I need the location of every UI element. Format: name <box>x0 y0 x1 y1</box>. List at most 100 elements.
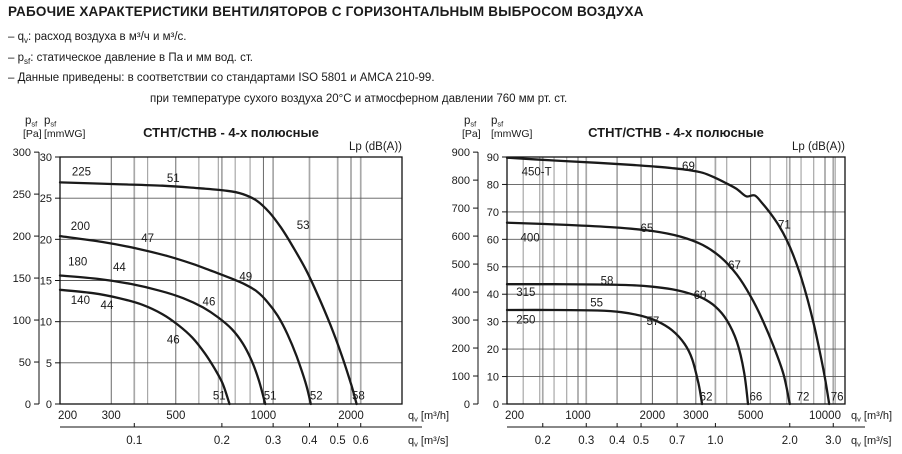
charts-area: 0 50 100 150 200 250 300 0 5 10 15 20 25 30 psf [Pa] psf… <box>0 110 902 454</box>
fan-curve-140 <box>58 288 231 406</box>
svg-text:90: 90 <box>487 152 499 164</box>
db-level-label: 57 <box>646 316 659 328</box>
svg-text:100: 100 <box>452 371 470 383</box>
svg-text:psf: psf <box>25 115 38 129</box>
db-level-label: 46 <box>203 297 216 309</box>
db-level-label: 46 <box>167 334 180 346</box>
db-level-label: 65 <box>640 223 653 235</box>
svg-text:600: 600 <box>452 231 470 243</box>
svg-text:800: 800 <box>452 175 470 187</box>
svg-text:[Pa]: [Pa] <box>462 128 481 140</box>
fan-curve-chart-right: 0 100 200 300 400 500 600 700 800 900 0 10 20 30 40 50 6… <box>451 110 902 454</box>
fan-curve-450-T <box>505 156 831 406</box>
svg-text:80: 80 <box>487 179 499 191</box>
svg-text:10: 10 <box>487 372 499 384</box>
svg-text:60: 60 <box>487 234 499 246</box>
curve-label-140: 140 <box>71 295 90 307</box>
svg-text:3.0: 3.0 <box>825 435 841 447</box>
svg-text:70: 70 <box>487 207 499 219</box>
svg-text:0.2: 0.2 <box>214 435 230 447</box>
svg-text:250: 250 <box>13 189 31 201</box>
svg-text:psf: psf <box>491 115 504 129</box>
fan-curve-250 <box>505 308 704 406</box>
svg-text:500: 500 <box>166 410 185 422</box>
db-level-label: 51 <box>264 391 277 403</box>
svg-text:0.6: 0.6 <box>353 435 369 447</box>
svg-text:0: 0 <box>493 399 499 411</box>
db-level-label: 72 <box>797 392 810 404</box>
svg-text:qv [m³/h]: qv [m³/h] <box>408 410 449 424</box>
curve-label-450-T: 450-T <box>522 167 552 179</box>
db-level-label: 44 <box>101 300 114 312</box>
svg-text:2000: 2000 <box>640 410 666 422</box>
svg-text:0: 0 <box>46 399 52 411</box>
legend-line-conditions: при температуре сухого воздуха 20°С и ат… <box>150 92 568 105</box>
db-level-label: 66 <box>749 392 762 404</box>
svg-text:150: 150 <box>13 273 31 285</box>
fan-curve-225 <box>58 181 358 406</box>
svg-text:10: 10 <box>40 317 52 329</box>
db-level-label: 69 <box>682 161 695 173</box>
db-level-label: 53 <box>297 220 310 232</box>
svg-text:300: 300 <box>452 315 470 327</box>
svg-text:500: 500 <box>452 259 470 271</box>
svg-text:0: 0 <box>464 399 470 411</box>
svg-text:0.4: 0.4 <box>301 435 318 447</box>
fan-curve-200 <box>58 234 312 406</box>
svg-text:20: 20 <box>40 234 52 246</box>
svg-text:100: 100 <box>13 315 31 327</box>
svg-text:0.1: 0.1 <box>126 435 142 447</box>
svg-text:15: 15 <box>40 276 52 288</box>
svg-text:2.0: 2.0 <box>782 435 798 447</box>
svg-text:200: 200 <box>58 410 77 422</box>
fan-curve-svg-left: 0 50 100 150 200 250 300 0 5 10 15 20 25 30 psf[Pa]psf… <box>13 115 449 449</box>
svg-text:200: 200 <box>13 231 31 243</box>
svg-text:psf: psf <box>44 115 57 129</box>
curve-label-200: 200 <box>71 221 90 233</box>
curve-label-315: 315 <box>516 287 535 299</box>
svg-text:qv [m³/s]: qv [m³/s] <box>851 435 891 449</box>
svg-text:5000: 5000 <box>738 410 764 422</box>
svg-text:psf: psf <box>464 115 477 129</box>
svg-text:900: 900 <box>452 147 470 159</box>
db-level-label: 60 <box>694 290 707 302</box>
svg-text:[mmWG]: [mmWG] <box>491 128 532 140</box>
fan-curve-svg-right: 0 100 200 300 400 500 600 700 800 900 0 10 20 30 40 50 6… <box>452 115 892 449</box>
curve-label-225: 225 <box>72 166 91 178</box>
db-level-label: 62 <box>700 392 713 404</box>
db-level-label: 76 <box>831 392 844 404</box>
svg-text:3000: 3000 <box>683 410 709 422</box>
svg-text:30: 30 <box>487 317 499 329</box>
db-level-label: 52 <box>310 391 323 403</box>
db-level-label: 44 <box>113 262 126 274</box>
svg-text:0.5: 0.5 <box>330 435 346 447</box>
svg-text:300: 300 <box>102 410 121 422</box>
svg-text:200: 200 <box>505 410 524 422</box>
svg-text:10000: 10000 <box>809 410 841 422</box>
db-level-label: 58 <box>601 275 614 287</box>
svg-text:50: 50 <box>19 357 31 369</box>
page-header: РАБОЧИЕ ХАРАКТЕРИСТИКИ ВЕНТИЛЯТОРОВ С ГО… <box>8 4 898 111</box>
lp-dba-label: Lp (dB(A)) <box>349 141 402 153</box>
svg-text:0.3: 0.3 <box>578 435 594 447</box>
db-level-label: 51 <box>167 173 180 185</box>
legend-line-standards: – Данные приведены: в соответствии со ст… <box>8 72 435 84</box>
db-level-label: 55 <box>590 298 603 310</box>
svg-text:0.5: 0.5 <box>633 435 649 447</box>
db-level-label: 49 <box>239 271 252 283</box>
db-level-label: 51 <box>213 391 226 403</box>
db-level-label: 67 <box>728 260 741 272</box>
page-title: РАБОЧИЕ ХАРАКТЕРИСТИКИ ВЕНТИЛЯТОРОВ С ГО… <box>8 4 644 19</box>
svg-text:0.2: 0.2 <box>535 435 551 447</box>
legend-line-qv: – qv: расход воздуха в м³/ч и м³/с. <box>8 31 187 45</box>
svg-text:20: 20 <box>487 344 499 356</box>
svg-text:[Pa]: [Pa] <box>23 128 42 140</box>
chart-title: СТНТ/СТНВ - 4-х полюсные <box>143 125 319 140</box>
svg-text:qv [m³/h]: qv [m³/h] <box>851 410 892 424</box>
svg-text:1000: 1000 <box>565 410 591 422</box>
curve-label-250: 250 <box>516 314 535 326</box>
curve-label-180: 180 <box>68 256 87 268</box>
legend-notes: – qv: расход воздуха в м³/ч и м³/с. – ps… <box>8 29 898 111</box>
fan-curve-315 <box>505 283 750 406</box>
db-level-label: 58 <box>352 391 365 403</box>
